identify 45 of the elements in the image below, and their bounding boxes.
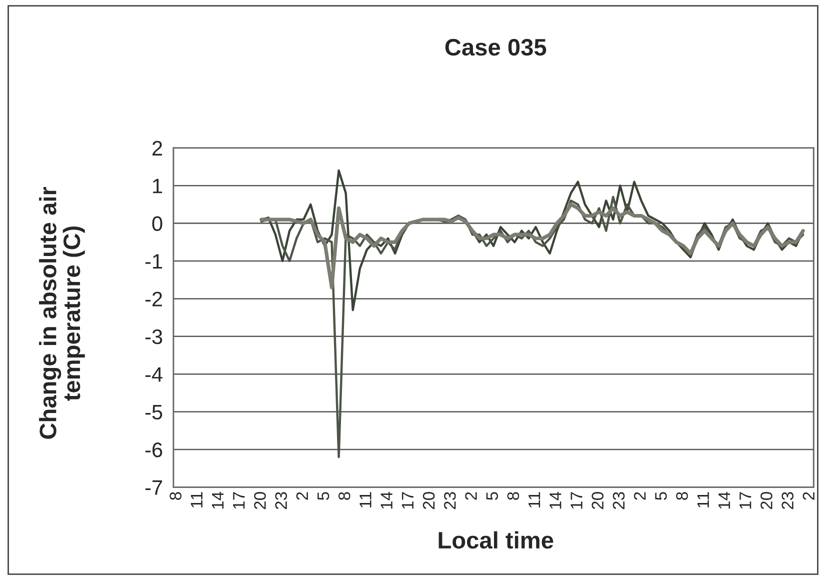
x-tick-label: 20 — [422, 492, 435, 510]
x-tick-label: 11 — [360, 492, 372, 508]
x-tick-label: 23 — [444, 492, 456, 510]
y-tick-label: -1 — [145, 254, 162, 269]
y-tick-label: -6 — [145, 442, 162, 458]
x-tick-label: 14 — [212, 492, 224, 509]
y-tick-label: 2 — [152, 140, 162, 156]
x-tick-label: 20 — [592, 492, 604, 510]
x-tick-label: 20 — [760, 492, 772, 510]
x-tick-label: 23 — [612, 492, 625, 510]
chart-title: Case 035 — [445, 38, 546, 56]
x-tick-label: 11 — [190, 492, 202, 508]
x-tick-label: 8 — [338, 492, 350, 500]
x-tick-label: 11 — [528, 492, 540, 508]
y-tick-label: -4 — [145, 367, 162, 382]
x-tick-label: 17 — [740, 492, 752, 509]
x-tick-label: 17 — [570, 492, 582, 509]
x-tick-label: 5 — [318, 492, 330, 500]
x-tick-label: 23 — [782, 492, 794, 510]
y-axis-title: Change in absolute air temperature (C) — [39, 186, 85, 439]
x-tick-label: 2 — [634, 492, 646, 500]
line-series — [260, 202, 805, 290]
x-tick-label: 8 — [507, 492, 520, 500]
x-tick-label: 20 — [254, 492, 266, 510]
x-tick-label: 8 — [170, 492, 182, 500]
y-tick-label: 1 — [153, 178, 162, 194]
y-tick-label: 0 — [152, 216, 162, 232]
x-tick-label: 17 — [233, 492, 245, 509]
x-tick-label: 17 — [402, 492, 414, 509]
x-axis-title: Local time — [438, 531, 554, 549]
x-tick-label: 5 — [486, 492, 498, 500]
x-tick-label: 2 — [802, 492, 814, 500]
y-tick-label: -2 — [145, 292, 162, 306]
x-tick-label: 23 — [275, 492, 287, 510]
x-tick-label: 5 — [655, 492, 667, 500]
y-tick-label: -5 — [145, 405, 162, 420]
x-tick-label: 11 — [697, 492, 709, 508]
x-tick-label: 14 — [718, 492, 730, 509]
y-tick-label: -3 — [145, 329, 162, 344]
y-tick-label: -7 — [145, 480, 162, 495]
x-tick-label: 2 — [296, 492, 308, 500]
x-tick-label: 14 — [550, 492, 562, 509]
x-tick-label: 2 — [465, 492, 477, 500]
x-tick-label: 14 — [380, 492, 392, 509]
x-tick-label: 8 — [676, 492, 688, 500]
